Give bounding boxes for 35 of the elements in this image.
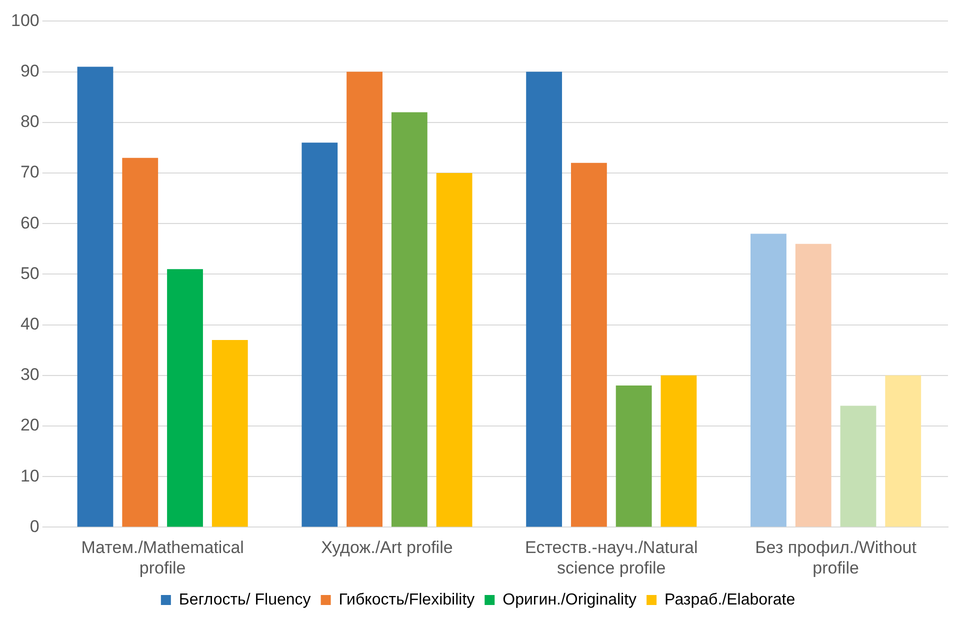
y-tick-label: 100 bbox=[10, 10, 40, 30]
y-tick-label: 50 bbox=[20, 264, 40, 283]
x-tick-label: Естеств.-науч./Natural science profile bbox=[525, 538, 698, 578]
bar bbox=[346, 72, 382, 527]
y-tick-label: 90 bbox=[20, 61, 40, 80]
y-tick-label: 30 bbox=[20, 365, 40, 384]
x-tick-label: Матем./Mathematical profile bbox=[81, 538, 244, 578]
y-tick-label: 0 bbox=[30, 516, 40, 536]
legend-label: Гибкость/Flexibility bbox=[338, 591, 475, 608]
bar bbox=[795, 244, 832, 527]
x-tick-label: Без профил./Without profile bbox=[755, 538, 917, 578]
bar bbox=[526, 72, 562, 527]
y-tick-label: 80 bbox=[20, 112, 40, 132]
legend-label: Оригин./Originality bbox=[502, 591, 637, 608]
bar bbox=[750, 234, 786, 527]
y-tick-label: 40 bbox=[20, 314, 40, 334]
bar bbox=[436, 173, 472, 527]
x-tick-label: Худож./Art profile bbox=[321, 538, 453, 558]
legend-label: Разраб./Elaborate bbox=[664, 591, 796, 608]
y-tick-label: 10 bbox=[20, 466, 40, 486]
bar bbox=[302, 142, 338, 527]
y-tick-label: 20 bbox=[20, 416, 40, 435]
bar bbox=[122, 158, 158, 527]
bar bbox=[570, 162, 607, 527]
bar bbox=[212, 340, 248, 527]
bar bbox=[885, 375, 922, 527]
y-tick-label: 60 bbox=[20, 213, 40, 232]
bar bbox=[391, 112, 428, 527]
bar bbox=[167, 269, 203, 527]
legend-label: Беглость/ Fluency bbox=[178, 591, 311, 608]
y-tick-label: 70 bbox=[20, 162, 40, 182]
bar bbox=[616, 386, 652, 527]
bar bbox=[77, 66, 114, 527]
bar bbox=[660, 375, 697, 527]
bar bbox=[840, 406, 876, 527]
